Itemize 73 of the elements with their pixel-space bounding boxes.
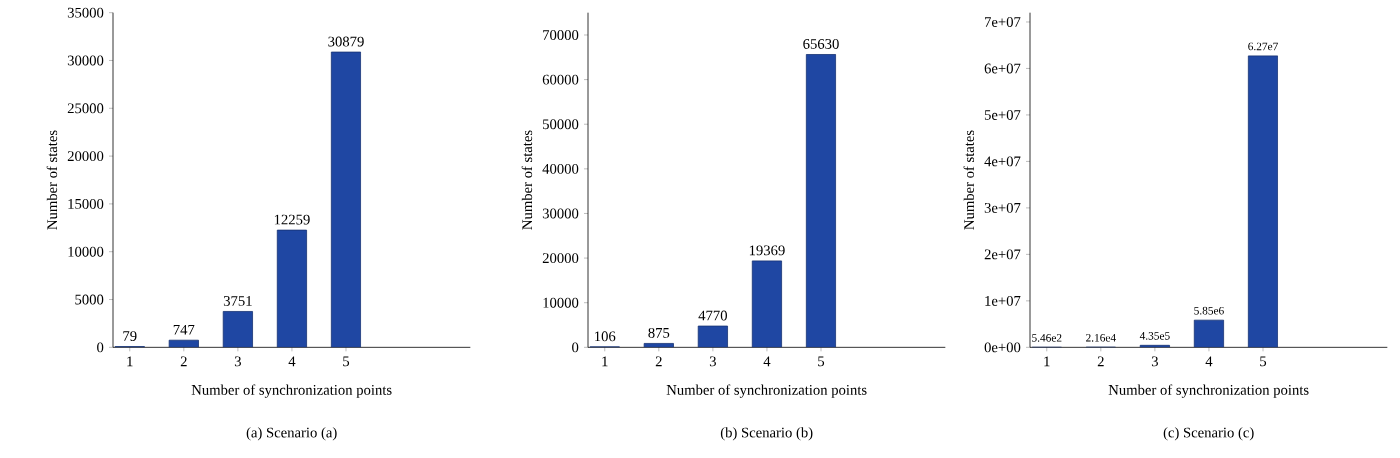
x-axis-title: Number of synchronization points	[666, 384, 867, 398]
bar	[1193, 319, 1225, 348]
x-tick-label: 5	[343, 356, 350, 367]
x-axis-title: Number of synchronization points	[1108, 384, 1309, 398]
y-tick-label: 35000	[67, 7, 104, 18]
data-label: 106	[595, 331, 616, 342]
y-tick-label: 10000	[68, 246, 104, 257]
y-tick-label: 3e+07	[984, 202, 1021, 213]
y-axis-title: Number of states	[46, 130, 58, 230]
data-label: 3751	[223, 296, 252, 306]
text: (b) Scenario (b)	[720, 427, 813, 441]
y-tick-label: 5000	[75, 294, 104, 305]
x-tick-label: 5	[1260, 356, 1267, 367]
y-tick-label: 60000	[542, 74, 579, 85]
y-axis-title: Number of states	[963, 130, 975, 230]
y-tick-label: 20000	[542, 253, 579, 264]
bar	[168, 339, 199, 348]
y-tick-label: 40000	[542, 163, 579, 174]
bar	[222, 311, 253, 348]
data-label: 6.27e7	[1248, 42, 1278, 51]
y-tick-label: 10000	[543, 297, 579, 308]
data-label: 747	[173, 324, 195, 335]
x-axis-title: Number of synchronization points	[191, 384, 392, 398]
bar	[805, 54, 837, 348]
x-tick-label: 1	[127, 356, 133, 367]
x-tick-label: 1	[1044, 356, 1050, 367]
data-label: 5.85e6	[1194, 306, 1224, 315]
y-axis-title: Number of states	[521, 130, 533, 230]
y-tick-label: 30000	[67, 55, 104, 66]
y-tick-label: 0	[97, 342, 104, 353]
data-label: 79	[123, 331, 137, 341]
bar	[643, 343, 674, 348]
y-tick-label: 0e+00	[984, 342, 1021, 353]
y-tick-label: 1e+07	[985, 295, 1021, 306]
y-tick-label: 70000	[543, 30, 579, 40]
x-tick-label: 2	[180, 356, 187, 367]
x-tick-label: 4	[288, 356, 296, 367]
y-tick-label: 2e+07	[984, 249, 1021, 260]
data-label: 19369	[749, 245, 785, 256]
y-tick-label: 6e+07	[984, 63, 1021, 74]
y-tick-label: 15000	[68, 198, 104, 209]
data-label: 875	[648, 327, 670, 338]
y-tick-label: 0	[572, 342, 579, 353]
bar	[751, 260, 782, 348]
y-tick-label: 5e+07	[984, 109, 1021, 120]
text: (a) Scenario (a)	[246, 427, 337, 441]
data-label: 4770	[698, 310, 727, 321]
x-tick-label: 3	[709, 356, 716, 367]
x-tick-label: 2	[1097, 356, 1104, 367]
data-label: 2.16e4	[1086, 333, 1116, 342]
x-tick-label: 2	[655, 356, 662, 367]
x-tick-label: 1	[602, 356, 608, 367]
y-tick-label: 30000	[542, 208, 579, 219]
data-label: 30879	[328, 36, 364, 47]
x-tick-label: 3	[234, 356, 241, 367]
x-tick-label: 5	[818, 356, 825, 367]
x-tick-label: 4	[763, 356, 771, 367]
x-tick-label: 4	[1205, 356, 1213, 367]
y-tick-label: 4e+07	[984, 156, 1021, 167]
data-label: 4.35e5	[1139, 332, 1170, 340]
data-label: 5.46e2	[1032, 334, 1062, 342]
bar	[276, 229, 308, 348]
data-label: 65630	[803, 39, 839, 49]
y-tick-label: 7e+07	[985, 17, 1021, 27]
y-tick-label: 25000	[67, 103, 104, 114]
y-tick-label: 20000	[67, 151, 104, 162]
bar	[1247, 55, 1279, 348]
text: (c) Scenario (c)	[1163, 427, 1254, 441]
bar	[330, 51, 362, 348]
y-tick-label: 50000	[543, 119, 579, 130]
x-tick-label: 3	[1151, 356, 1158, 367]
data-label: 12259	[274, 214, 310, 225]
bar	[697, 325, 728, 348]
